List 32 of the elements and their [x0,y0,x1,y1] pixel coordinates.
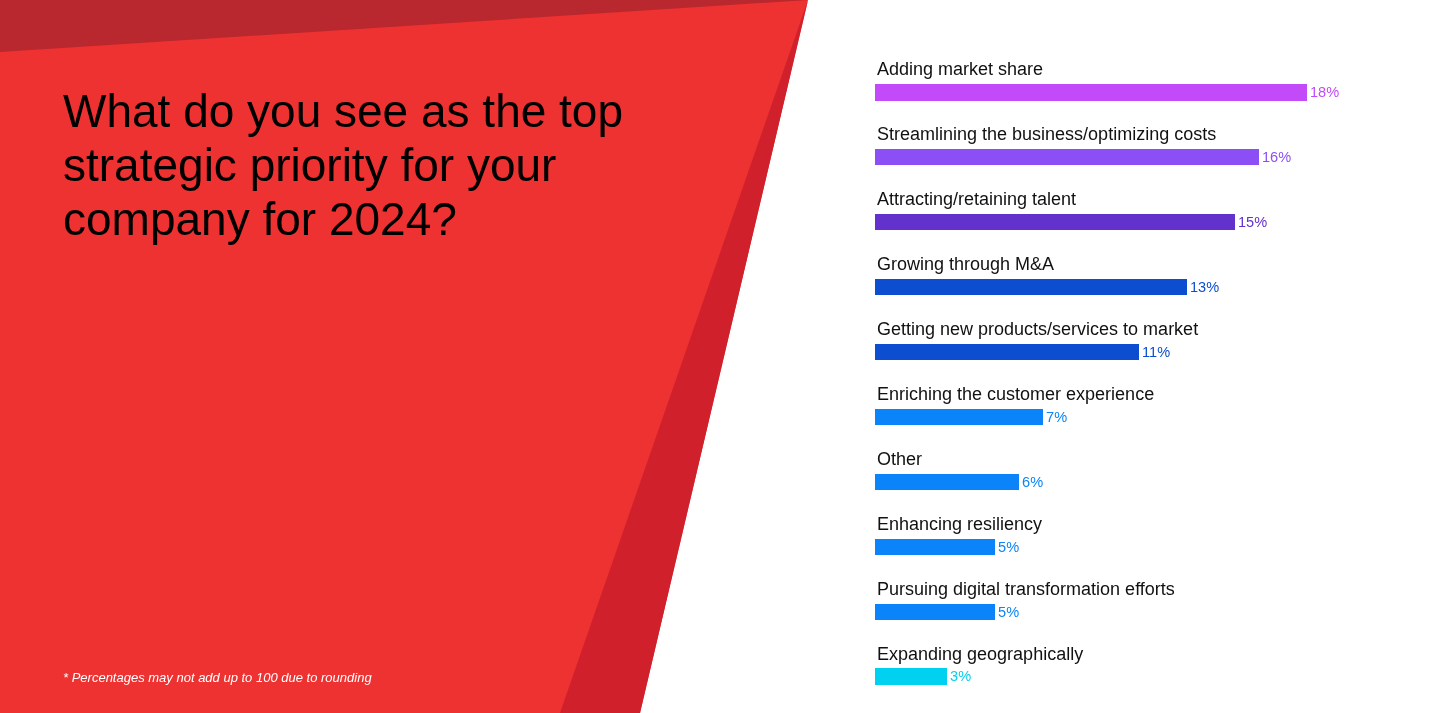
y-tick-label: Attracting/retaining talent [877,189,1077,209]
bar [875,668,947,685]
text: * Percentages may not add up to 100 due to rounding [63,670,372,685]
data-label: 11% [1142,343,1171,360]
y-tick-label: Other [877,449,923,469]
bar [875,149,1259,166]
bar [875,84,1307,101]
text: What do you see as the top strategic priority for your company for 2024? [63,84,625,246]
y-tick-label: Growing through M&A [877,254,1055,274]
bar [875,214,1235,231]
y-tick-label: Enriching the customer experience [877,384,1155,404]
y-tick-label: Pursuing digital transformation efforts [877,579,1175,599]
bar [875,408,1043,426]
bar [875,603,995,620]
data-label: 5% [998,538,1020,555]
data-label: 15% [1238,214,1268,231]
data-label: 18% [1310,84,1340,101]
y-tick-label: Getting new products/services to market [877,319,1199,339]
y-tick-label: Enhancing resiliency [877,514,1043,534]
data-label: 5% [998,603,1020,620]
y-tick-label: Expanding geographically [877,644,1084,664]
bar [875,538,995,555]
data-label: 7% [1046,408,1068,425]
bar [875,473,1019,490]
data-label: 13% [1190,279,1220,296]
y-tick-label: Adding market share [877,59,1044,79]
data-label: 6% [1022,473,1044,490]
y-tick-label: Streamlining the business/optimizing costs [877,124,1217,144]
bar [875,279,1187,296]
bar [875,343,1139,361]
data-label: 16% [1262,149,1292,166]
data-label: 3% [950,668,972,685]
